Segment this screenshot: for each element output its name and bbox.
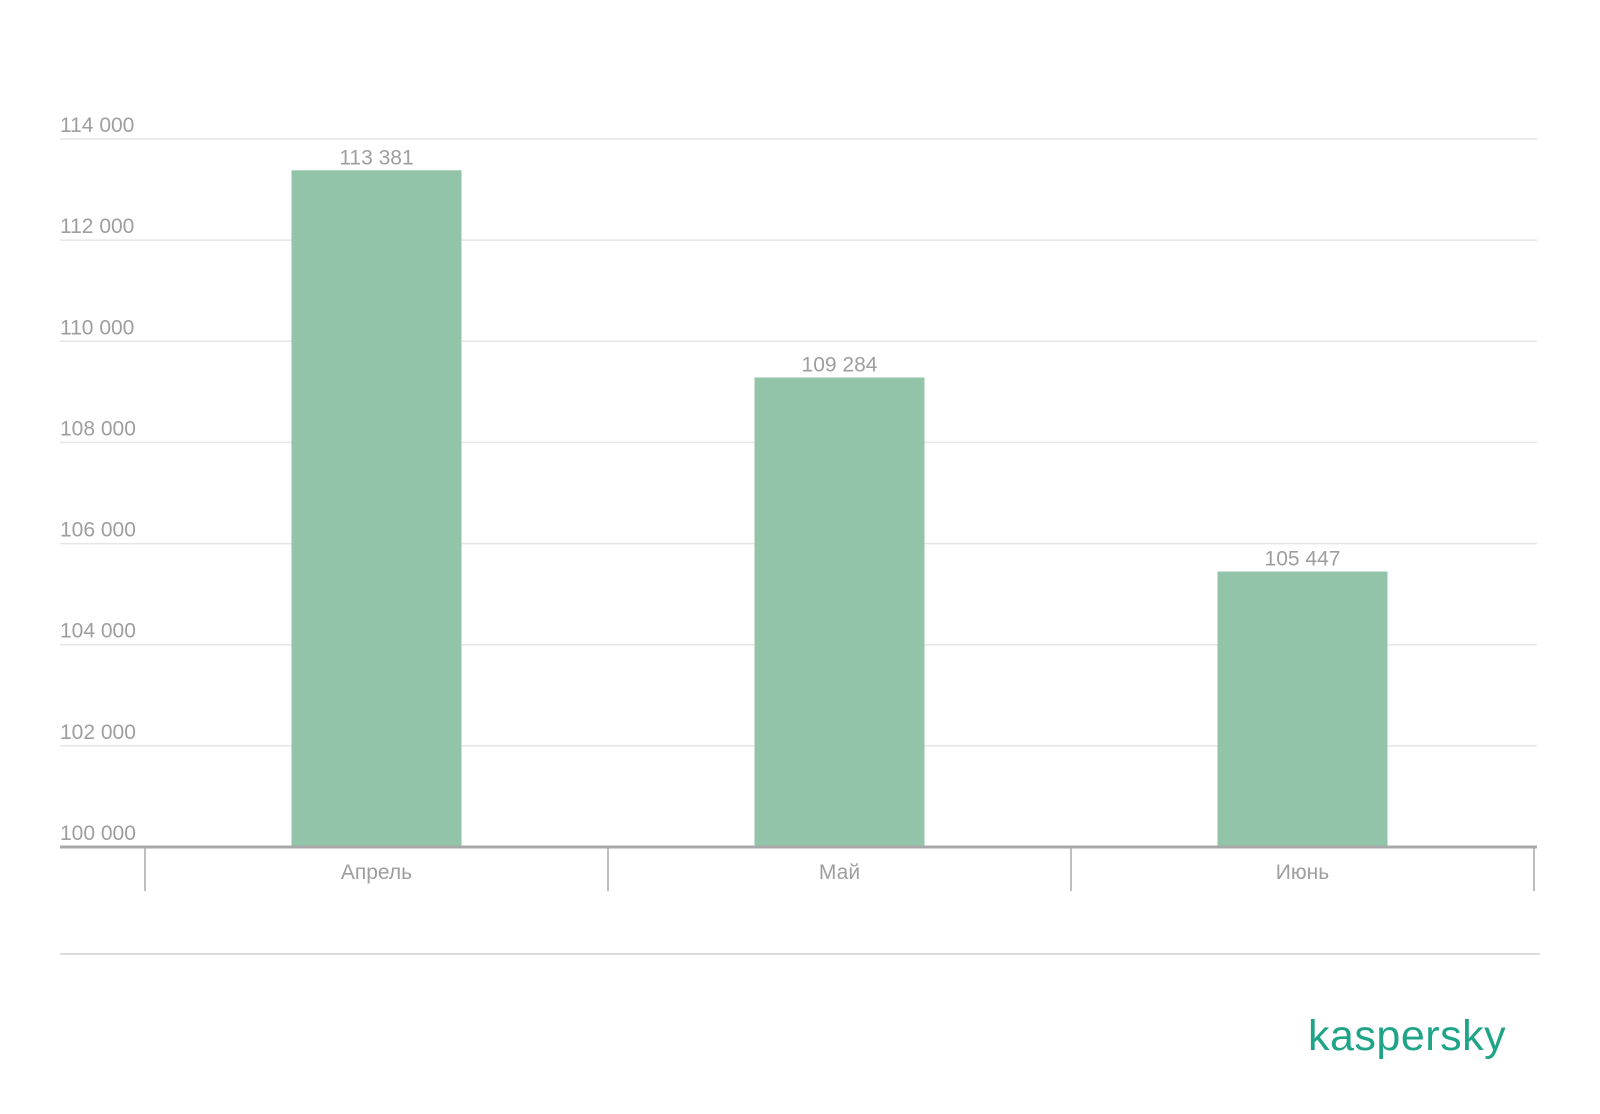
x-tick-label: Июнь xyxy=(1276,861,1329,884)
y-tick-label: 104 000 xyxy=(60,620,136,643)
x-axis xyxy=(60,845,1537,891)
bar xyxy=(291,170,462,847)
y-tick-label: 114 000 xyxy=(60,114,134,137)
x-tick-label: Май xyxy=(819,861,860,884)
y-tick-label: 108 000 xyxy=(60,417,136,440)
data-label: 113 381 xyxy=(339,146,413,169)
y-tick-label: 102 000 xyxy=(60,721,136,744)
value-labels: 113 381 109 284 105 447 xyxy=(339,146,1340,570)
bar xyxy=(1217,571,1388,847)
kaspersky-logo: kaspersky xyxy=(1308,1012,1507,1060)
bar xyxy=(754,377,925,847)
data-label: 105 447 xyxy=(1265,548,1341,571)
category-labels: Апрель Май Июнь xyxy=(341,861,1329,884)
data-label: 109 284 xyxy=(802,353,878,376)
x-tick-label: Апрель xyxy=(341,861,412,884)
y-tick-label: 106 000 xyxy=(60,519,136,542)
y-tick-label: 110 000 xyxy=(60,316,134,339)
bars xyxy=(291,170,1388,847)
y-tick-label: 112 000 xyxy=(60,215,134,238)
y-axis-ticks: 100 000 102 000 104 000 106 000 108 000 110 0… xyxy=(60,114,136,845)
y-tick-label: 100 000 xyxy=(60,822,136,845)
